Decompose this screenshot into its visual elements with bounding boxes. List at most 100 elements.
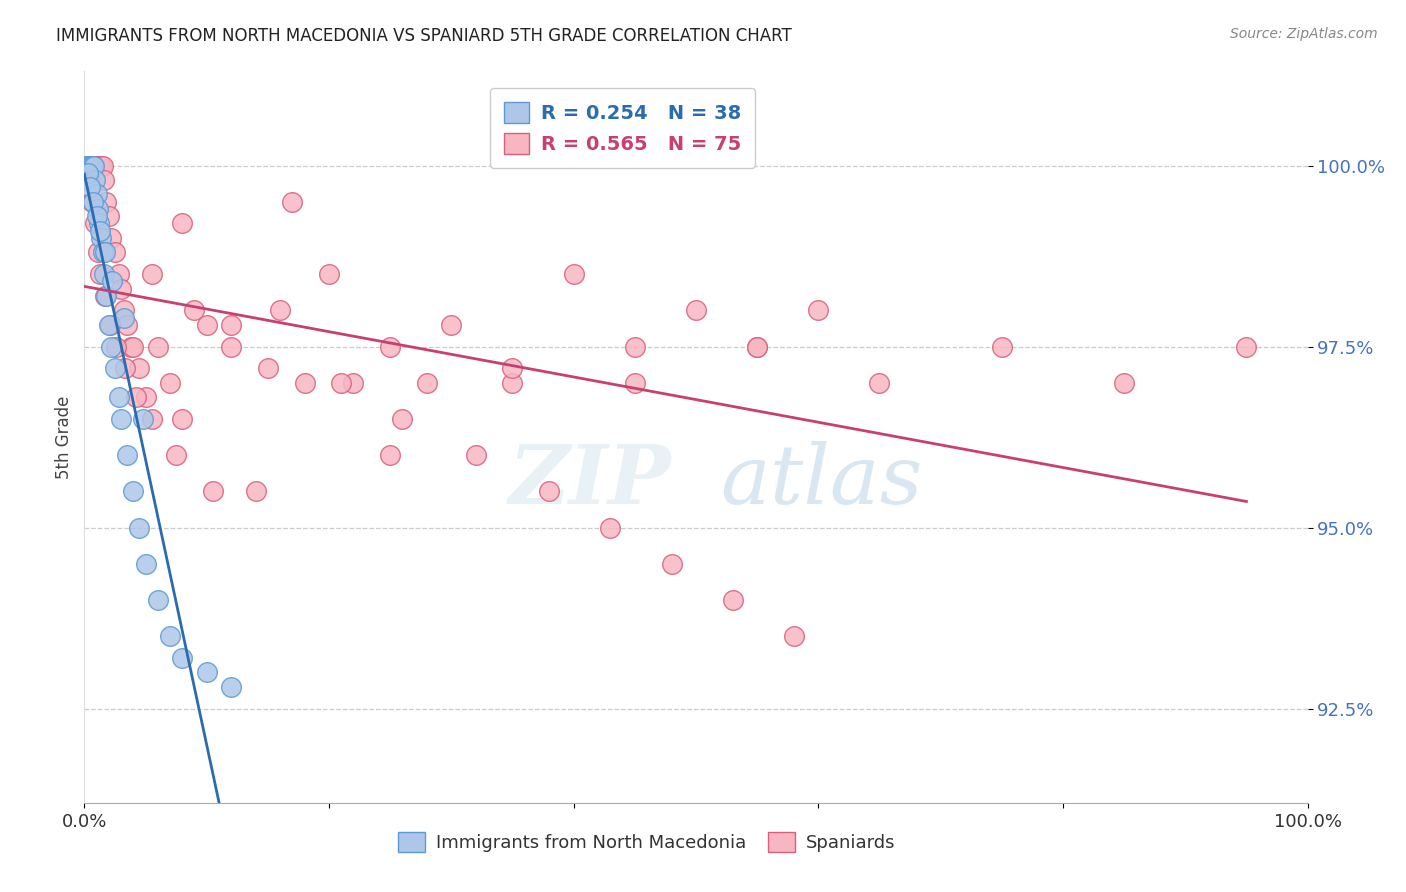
- Point: [82, 159, 104, 173]
- Point: [120, 340, 142, 354]
- Text: Source: ZipAtlas.com: Source: ZipAtlas.com: [1230, 27, 1378, 41]
- Point: [195, 318, 218, 332]
- Point: [122, 340, 145, 354]
- Point: [330, 376, 353, 390]
- Point: [661, 557, 683, 571]
- Point: [257, 361, 280, 376]
- Point: [599, 520, 621, 534]
- Point: [77, 173, 100, 187]
- Point: [86, 159, 108, 173]
- Point: [183, 303, 205, 318]
- Point: [82, 159, 104, 173]
- Point: [76, 159, 98, 173]
- Point: [562, 267, 585, 281]
- Point: [115, 448, 138, 462]
- Point: [79, 159, 101, 173]
- Point: [807, 303, 830, 318]
- Point: [90, 231, 112, 245]
- Point: [135, 557, 157, 571]
- Point: [146, 340, 169, 354]
- Point: [281, 194, 304, 209]
- Point: [93, 173, 115, 187]
- Point: [141, 412, 163, 426]
- Point: [80, 159, 103, 173]
- Point: [91, 245, 114, 260]
- Point: [112, 310, 135, 325]
- Point: [87, 159, 110, 173]
- Point: [84, 173, 107, 187]
- Point: [172, 412, 194, 426]
- Point: [79, 159, 101, 173]
- Point: [89, 224, 111, 238]
- Point: [107, 267, 129, 281]
- Point: [201, 484, 224, 499]
- Y-axis label: 5th Grade: 5th Grade: [55, 395, 73, 479]
- Point: [105, 340, 128, 354]
- Point: [110, 282, 132, 296]
- Point: [97, 209, 120, 223]
- Point: [159, 376, 181, 390]
- Point: [502, 361, 524, 376]
- Point: [172, 216, 194, 230]
- Point: [991, 340, 1014, 354]
- Point: [87, 216, 110, 230]
- Point: [100, 231, 122, 245]
- Point: [132, 412, 155, 426]
- Point: [342, 376, 364, 390]
- Text: IMMIGRANTS FROM NORTH MACEDONIA VS SPANIARD 5TH GRADE CORRELATION CHART: IMMIGRANTS FROM NORTH MACEDONIA VS SPANI…: [56, 27, 792, 45]
- Point: [104, 245, 127, 260]
- Point: [538, 484, 561, 499]
- Point: [135, 390, 157, 404]
- Point: [98, 318, 121, 332]
- Point: [380, 340, 402, 354]
- Point: [269, 303, 291, 318]
- Point: [93, 267, 115, 281]
- Point: [783, 629, 806, 643]
- Point: [82, 194, 104, 209]
- Point: [440, 318, 463, 332]
- Point: [685, 303, 707, 318]
- Point: [172, 651, 194, 665]
- Point: [125, 390, 148, 404]
- Point: [77, 166, 100, 180]
- Point: [107, 390, 129, 404]
- Point: [165, 448, 187, 462]
- Point: [86, 187, 108, 202]
- Point: [391, 412, 413, 426]
- Point: [96, 194, 118, 209]
- Point: [83, 159, 105, 173]
- Point: [128, 361, 150, 376]
- Point: [94, 289, 117, 303]
- Legend: Immigrants from North Macedonia, Spaniards: Immigrants from North Macedonia, Spaniar…: [391, 825, 903, 860]
- Point: [101, 274, 124, 288]
- Point: [77, 159, 100, 173]
- Point: [294, 376, 316, 390]
- Point: [159, 629, 181, 643]
- Point: [96, 289, 118, 303]
- Point: [77, 159, 100, 173]
- Point: [87, 202, 110, 216]
- Point: [141, 267, 163, 281]
- Point: [84, 216, 107, 230]
- Point: [89, 267, 111, 281]
- Point: [87, 245, 110, 260]
- Text: atlas: atlas: [720, 441, 922, 521]
- Point: [318, 267, 340, 281]
- Point: [464, 448, 486, 462]
- Text: ZIP: ZIP: [509, 441, 672, 521]
- Point: [416, 376, 439, 390]
- Point: [79, 180, 101, 194]
- Point: [869, 376, 891, 390]
- Point: [97, 318, 120, 332]
- Point: [380, 448, 402, 462]
- Point: [80, 194, 103, 209]
- Point: [624, 340, 647, 354]
- Point: [245, 484, 267, 499]
- Point: [1236, 340, 1258, 354]
- Point: [90, 159, 112, 173]
- Point: [77, 159, 100, 173]
- Point: [128, 520, 150, 534]
- Point: [104, 361, 127, 376]
- Point: [94, 245, 117, 260]
- Point: [115, 318, 138, 332]
